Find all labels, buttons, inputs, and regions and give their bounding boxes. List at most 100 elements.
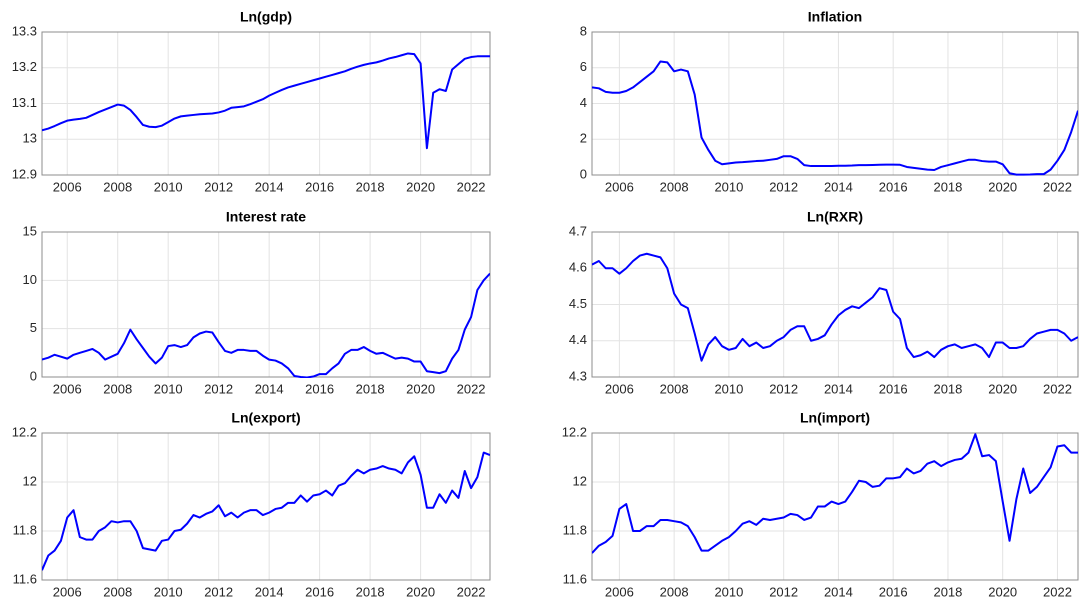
y-tick-label: 12 [573,473,587,488]
data-line [42,52,490,150]
y-tick-label: 4 [580,95,587,110]
y-tick-label: 13.3 [12,23,37,38]
x-tick-label: 2010 [154,584,183,599]
x-tick-label: 2012 [204,179,233,194]
subplot: 12.9 13 13.1 13.2 13.3 2006 2008 2010 2012 2014 20… [12,9,491,194]
axes-box [41,231,491,378]
x-tick-label: 2010 [154,179,183,194]
data-line [592,433,1078,554]
x-tick-label: 2016 [305,179,334,194]
y-tick-label: 11.6 [13,571,37,586]
y-tick-label: 0 [30,368,37,383]
x-tick-label: 2012 [769,584,798,599]
chart-title: Ln(import) [800,410,870,426]
x-tick-label: 2022 [457,381,486,396]
subplot: 11.6 11.8 12 12.2 2006 2008 2010 2012 2014 2016 20… [562,410,1079,599]
y-tick-label: 10 [23,272,37,287]
x-tick-label: 2006 [53,381,82,396]
x-tick-label: 2008 [660,584,689,599]
y-tick-label: 12.2 [562,424,587,439]
subplot: 0 2 4 6 8 2006 2008 2010 2012 2014 2016 2018 2020 202… [580,9,1079,194]
x-tick-label: 2018 [933,381,962,396]
x-tick-label: 2006 [53,584,82,599]
x-tick-label: 2016 [305,584,334,599]
plot-area [592,433,1078,580]
chart-title: Ln(RXR) [807,209,863,225]
x-tick-label: 2006 [53,179,82,194]
axes-box [591,31,1079,176]
y-tick-label: 12.2 [12,424,37,439]
y-tick-label: 5 [30,320,37,335]
y-tick-label: 4.3 [569,368,587,383]
x-tick-label: 2010 [714,179,743,194]
y-tick-label: 12 [23,473,37,488]
x-tick-label: 2014 [824,584,853,599]
chart-title: Ln(export) [231,410,300,426]
x-tick-label: 2006 [605,179,634,194]
y-tick-label: 4.7 [569,223,587,238]
x-tick-label: 2018 [933,179,962,194]
y-tick-label: 4.6 [569,260,587,275]
x-tick-label: 2010 [154,381,183,396]
x-tick-label: 2006 [605,381,634,396]
data-line [42,451,490,571]
axes-box [41,432,491,581]
x-tick-label: 2012 [769,179,798,194]
x-tick-label: 2018 [356,381,385,396]
y-tick-label: 2 [580,131,587,146]
y-tick-label: 11.8 [13,522,37,537]
x-tick-label: 2012 [204,381,233,396]
x-tick-label: 2018 [356,584,385,599]
plot-area [42,433,490,580]
plot-lines [592,433,1078,554]
x-tick-label: 2014 [255,179,284,194]
x-tick-label: 2014 [824,179,853,194]
x-tick-label: 2008 [103,584,132,599]
x-tick-label: 2012 [204,584,233,599]
x-tick-label: 2022 [457,179,486,194]
y-tick-label: 13 [23,131,37,146]
x-tick-label: 2008 [660,381,689,396]
x-tick-label: 2020 [988,381,1017,396]
plot-area [42,232,490,377]
x-tick-label: 2008 [103,179,132,194]
y-tick-label: 6 [580,59,587,74]
axes-box [591,432,1079,581]
y-tick-label: 11.6 [563,571,587,586]
y-tick-label: 13.1 [12,95,37,110]
plot-lines [592,60,1078,176]
axes-box [41,31,491,176]
chart-title: Interest rate [226,209,306,225]
x-tick-label: 2014 [255,381,284,396]
x-tick-label: 2010 [714,381,743,396]
chart-title: Inflation [808,9,862,25]
x-tick-label: 2018 [933,584,962,599]
y-tick-label: 8 [580,23,587,38]
plot-lines [42,451,490,571]
x-tick-label: 2022 [1043,381,1072,396]
x-tick-label: 2006 [605,584,634,599]
x-tick-label: 2014 [824,381,853,396]
x-tick-label: 2018 [356,179,385,194]
y-tick-label: 15 [23,223,37,238]
x-tick-label: 2010 [714,584,743,599]
x-tick-label: 2008 [103,381,132,396]
x-tick-label: 2016 [879,381,908,396]
subplot: 0 5 10 15 2006 2008 2010 2012 2014 2016 2018 2020 20… [23,209,491,396]
y-tick-label: 11.8 [563,522,587,537]
x-tick-label: 2020 [406,381,435,396]
x-tick-label: 2020 [406,179,435,194]
data-line [592,60,1078,176]
chart-title: Ln(gdp) [240,9,292,25]
x-tick-label: 2022 [457,584,486,599]
plot-lines [592,252,1078,362]
y-tick-label: 4.4 [569,332,587,347]
plot-lines [42,52,490,150]
x-tick-label: 2016 [879,179,908,194]
plot-lines [42,272,490,378]
x-tick-label: 2022 [1043,179,1072,194]
x-tick-label: 2020 [988,584,1017,599]
data-line [592,252,1078,362]
data-line [42,272,490,378]
